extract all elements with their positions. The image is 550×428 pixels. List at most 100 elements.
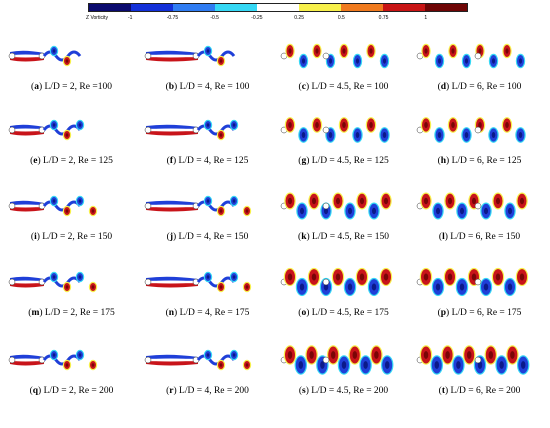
colorbar-tick-label: 0.75: [378, 15, 389, 21]
wake-panel: (j) L/D = 4, Re = 150: [140, 186, 260, 242]
lower-shear-layer: [10, 282, 44, 288]
lower-shear-layer: [146, 206, 198, 212]
panel-caption: (a) L/D = 2, Re =100: [31, 82, 112, 92]
vortex-core: [335, 273, 341, 281]
vortex-core: [371, 283, 377, 291]
upstream-cylinder: [144, 356, 152, 364]
upper-shear-layer: [146, 50, 198, 56]
vorticity-contour-plot: [416, 267, 529, 297]
vortex-core: [91, 209, 95, 213]
upper-shear-layer: [10, 354, 44, 360]
vortex-core: [342, 122, 346, 128]
panel-caption: (e) L/D = 2, Re = 125: [30, 156, 113, 166]
vortex-core: [301, 132, 306, 138]
panel-letter: o: [301, 308, 307, 318]
vortex-core: [342, 48, 346, 54]
lower-shear-layer: [146, 360, 198, 366]
downstream-cylinder: [322, 126, 330, 134]
wake-stream: [42, 50, 82, 62]
colorbar-swatch: [131, 4, 173, 11]
vorticity-contour-plot: [416, 192, 528, 220]
vorticity-contour-plot: [8, 45, 82, 67]
vortex-core: [447, 273, 453, 281]
wake-panel: (h) L/D = 6, Re = 125: [412, 110, 532, 166]
wake-stream: [196, 200, 236, 212]
vortex-core: [369, 48, 373, 54]
vortex-core: [309, 351, 314, 359]
wake-panel: (n) L/D = 4, Re = 175: [140, 262, 260, 318]
vortex-core: [520, 361, 526, 369]
panel-caption: (q) L/D = 2, Re = 200: [29, 386, 114, 396]
vortex-core: [219, 209, 223, 213]
lower-shear-layer: [10, 56, 44, 62]
lower-shear-layer: [10, 206, 44, 212]
downstream-cylinder: [322, 278, 330, 286]
wake-panel: (a) L/D = 2, Re =100: [4, 36, 124, 92]
vorticity-contour-plot: [144, 349, 252, 371]
upstream-cylinder: [8, 52, 16, 60]
upstream-cylinder: [144, 202, 152, 210]
wake-panel: (p) L/D = 6, Re = 175: [412, 262, 532, 318]
panel-caption-text: L/D = 2, Re = 200: [41, 386, 114, 396]
vortex-core: [451, 122, 455, 128]
vortex-core: [52, 123, 56, 127]
colorbar-tick-label: -0.25: [251, 15, 263, 21]
panel-caption: (h) L/D = 6, Re = 125: [437, 156, 522, 166]
vortex-core: [434, 361, 440, 369]
vortex-core: [206, 199, 210, 203]
vortex-core: [505, 48, 509, 54]
upstream-cylinder: [144, 278, 152, 286]
panel-caption: (g) L/D = 4.5, Re = 125: [298, 156, 389, 166]
vortex-core: [445, 351, 450, 359]
panel-letter: h: [440, 156, 447, 166]
panel-caption-text: L/D = 4, Re = 125: [176, 156, 249, 166]
vortex-core: [65, 363, 69, 367]
panel-caption-text: L/D = 4.5, Re = 125: [309, 156, 389, 166]
vortex-core: [437, 58, 442, 64]
upstream-cylinder: [8, 278, 16, 286]
panel-letter: g: [301, 156, 307, 166]
vortex-core: [335, 197, 341, 205]
panel-caption-text: L/D = 4.5, Re = 175: [309, 308, 389, 318]
vortex-core: [287, 351, 293, 359]
vortex-core: [298, 361, 304, 369]
upstream-cylinder: [8, 356, 16, 364]
vortex-core: [384, 361, 390, 369]
downstream-cylinder: [322, 202, 330, 210]
upper-shear-layer: [10, 124, 44, 130]
wake-stream: [196, 276, 236, 288]
upper-shear-layer: [10, 276, 44, 282]
upper-shear-layer: [10, 200, 44, 206]
panel-letter: j: [169, 232, 173, 242]
panel-letter: r: [169, 386, 174, 396]
downstream-cylinder: [474, 356, 482, 364]
vortex-core: [435, 207, 441, 215]
panel-caption: (j) L/D = 4, Re = 150: [166, 232, 249, 242]
panel-letter: n: [168, 308, 175, 318]
vortex-core: [330, 351, 336, 359]
colorbar-swatch: [215, 4, 257, 11]
wake-panel: (t) L/D = 6, Re = 200: [412, 340, 532, 396]
vorticity-contour-plot: [8, 195, 98, 217]
vortex-core: [491, 58, 496, 64]
downstream-cylinder: [474, 278, 482, 286]
vortex-core: [374, 351, 379, 359]
vortex-core: [245, 285, 249, 289]
panel-letter: f: [169, 156, 173, 166]
wake-panel: (g) L/D = 4.5, Re = 125: [276, 110, 396, 166]
upper-shear-layer: [146, 124, 198, 130]
vortex-core: [488, 351, 494, 359]
vortex-core: [206, 123, 210, 127]
panel-caption-text: L/D = 2, Re = 150: [39, 232, 113, 242]
vortex-core: [471, 273, 477, 281]
vortex-core: [483, 283, 489, 291]
vortex-core: [495, 197, 501, 205]
colorbar-swatch: [89, 4, 131, 11]
vorticity-contour-plot: [144, 195, 252, 217]
colorbar-tick-label: 1: [424, 15, 428, 21]
vortex-core: [245, 209, 249, 213]
vorticity-contour-plot: [416, 43, 526, 69]
cylinder-gap: [150, 128, 194, 132]
vortex-core: [423, 197, 429, 205]
downstream-cylinder: [474, 126, 482, 134]
